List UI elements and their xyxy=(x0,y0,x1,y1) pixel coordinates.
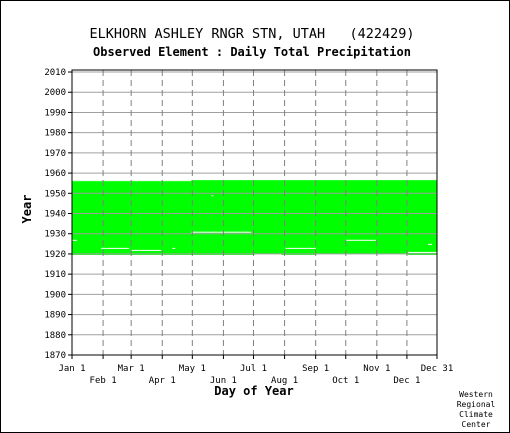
x-tick-label-top-244: Sep 1 xyxy=(302,364,329,374)
x-tick-label-bottom-213: Aug 1 xyxy=(271,376,298,386)
data-gap-1 xyxy=(72,239,78,241)
data-notch-2 xyxy=(254,253,282,255)
y-tick-label-2010: 2010 xyxy=(44,68,66,78)
x-tick-label-bottom-91: Apr 1 xyxy=(149,376,176,386)
x-tick-label-bottom-274: Oct 1 xyxy=(332,376,359,386)
x-tick-label-bottom-335: Dec 1 xyxy=(393,376,420,386)
data-gap-4 xyxy=(172,247,176,249)
y-tick-label-1910: 1910 xyxy=(44,270,66,280)
x-tick-label-top-305: Nov 1 xyxy=(363,364,390,374)
y-tick-label-1970: 1970 xyxy=(44,149,66,159)
data-gap-9 xyxy=(427,243,432,245)
y-tick-label-1950: 1950 xyxy=(44,189,66,199)
y-tick-label-1960: 1960 xyxy=(44,169,66,179)
y-tick-label-1930: 1930 xyxy=(44,230,66,240)
x-tick-label-top-365: Dec 31 xyxy=(421,364,454,374)
data-gap-5 xyxy=(191,231,252,233)
data-gap-6 xyxy=(211,195,214,197)
credit-line-2: Regional xyxy=(457,400,496,409)
x-tick-label-top-182: Jul 1 xyxy=(240,364,267,374)
y-tick-label-2000: 2000 xyxy=(44,88,66,98)
data-notch-1 xyxy=(72,180,192,182)
plot-border xyxy=(71,69,438,356)
chart-title: ELKHORN ASHLEY RNGR STN, UTAH (422429) xyxy=(89,26,414,42)
y-tick-label-1990: 1990 xyxy=(44,108,66,118)
y-tick-label-1900: 1900 xyxy=(44,290,66,300)
credit-line-4: Center xyxy=(462,420,491,429)
chart-subtitle: Observed Element : Daily Total Precipita… xyxy=(93,45,411,59)
x-tick-label-top-60: Mar 1 xyxy=(118,364,145,374)
x-tick-label-bottom-152: Jun 1 xyxy=(210,376,237,386)
data-block-main xyxy=(72,180,437,255)
x-tick-label-bottom-32: Feb 1 xyxy=(90,376,117,386)
data-layer xyxy=(72,180,437,255)
data-notch-4 xyxy=(407,251,437,253)
credit-line-1: Western xyxy=(459,390,493,399)
y-tick-label-1880: 1880 xyxy=(44,331,66,341)
y-tick-label-1980: 1980 xyxy=(44,129,66,139)
data-gap-7 xyxy=(285,247,316,249)
axis-layer: 2010 2000 1990 1980 1970 1960 1950 1940 1930 1920… xyxy=(44,68,453,386)
data-gap-2 xyxy=(101,247,130,249)
data-gap-8 xyxy=(345,239,376,241)
y-tick-label-1920: 1920 xyxy=(44,250,66,260)
x-tick-label-top-1: Jan 1 xyxy=(58,364,85,374)
x-tick-label-top-121: May 1 xyxy=(179,364,206,374)
data-notch-3 xyxy=(315,253,407,255)
y-tick-label-1940: 1940 xyxy=(44,210,66,220)
y-tick-label-1890: 1890 xyxy=(44,311,66,321)
data-gap-3 xyxy=(131,249,162,251)
y-axis-title: Year xyxy=(20,195,34,224)
credit-line-3: Climate xyxy=(459,410,493,419)
y-tick-label-1870: 1870 xyxy=(44,351,66,361)
x-axis-title: Day of Year xyxy=(214,384,293,398)
